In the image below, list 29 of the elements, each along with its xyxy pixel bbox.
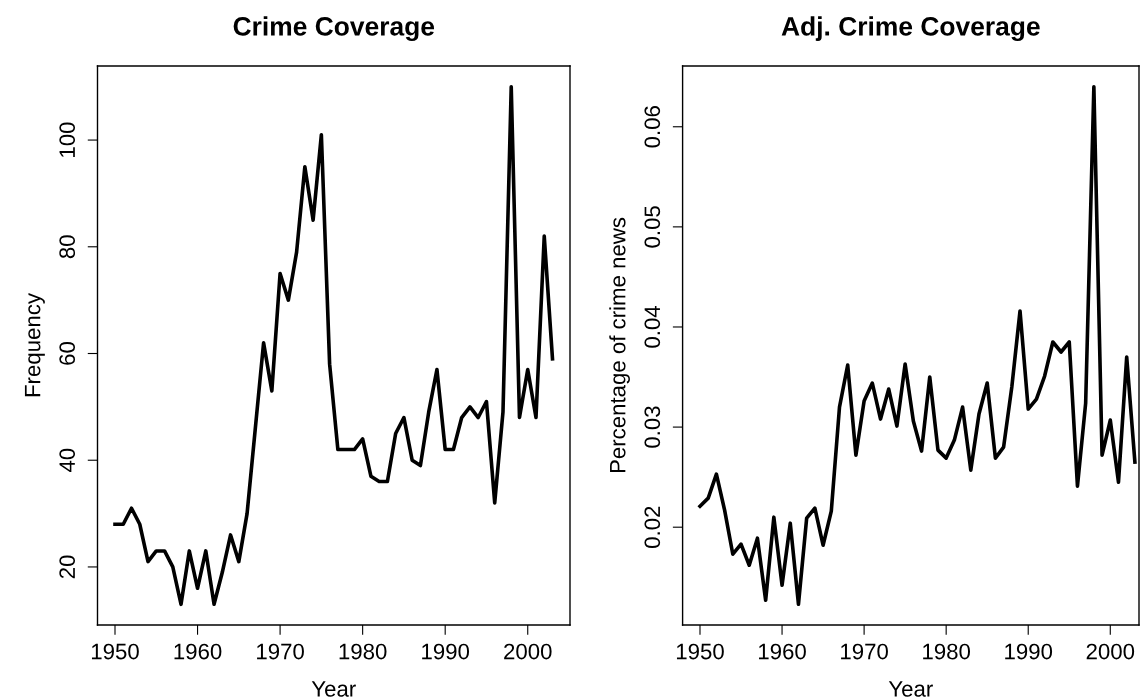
y-tick-label: 0.05 <box>644 206 661 248</box>
x-tick-label: 1990 <box>1005 643 1053 660</box>
x-axis-title: Year <box>311 681 356 697</box>
x-tick-label: 2000 <box>1086 643 1135 660</box>
x-tick-label: 1990 <box>422 643 470 660</box>
x-tick-label: 1970 <box>841 643 888 660</box>
line-series <box>113 84 555 607</box>
x-tick-label: 2000 <box>504 643 552 660</box>
x-tick-label: 1980 <box>339 643 387 660</box>
y-tick-label: 0.02 <box>644 506 661 548</box>
y-tick-label: 60 <box>59 342 76 365</box>
y-tick-label: 0.06 <box>644 106 661 148</box>
y-axis-title: Percentage of crime news <box>609 217 630 473</box>
x-tick-label: 1950 <box>676 643 724 660</box>
x-tick-label: 1970 <box>257 643 304 660</box>
y-tick-label: 100 <box>59 122 76 157</box>
y-tick-label: 40 <box>59 448 76 473</box>
x-tick-label: 1980 <box>923 643 971 660</box>
chart-title: Crime Coverage <box>233 16 435 42</box>
x-tick-label: 1950 <box>91 643 139 660</box>
y-tick-label: 0.04 <box>644 306 661 348</box>
chart-title: Adj. Crime Coverage <box>781 16 1040 42</box>
x-axis-title: Year <box>888 681 933 697</box>
y-tick-label: 0.03 <box>644 406 661 448</box>
y-tick-label: 80 <box>59 235 76 259</box>
y-axis-title: Frequency <box>24 293 45 397</box>
x-tick-label: 1960 <box>174 643 222 660</box>
y-tick-label: 20 <box>59 555 76 579</box>
x-tick-label: 1960 <box>759 643 806 660</box>
